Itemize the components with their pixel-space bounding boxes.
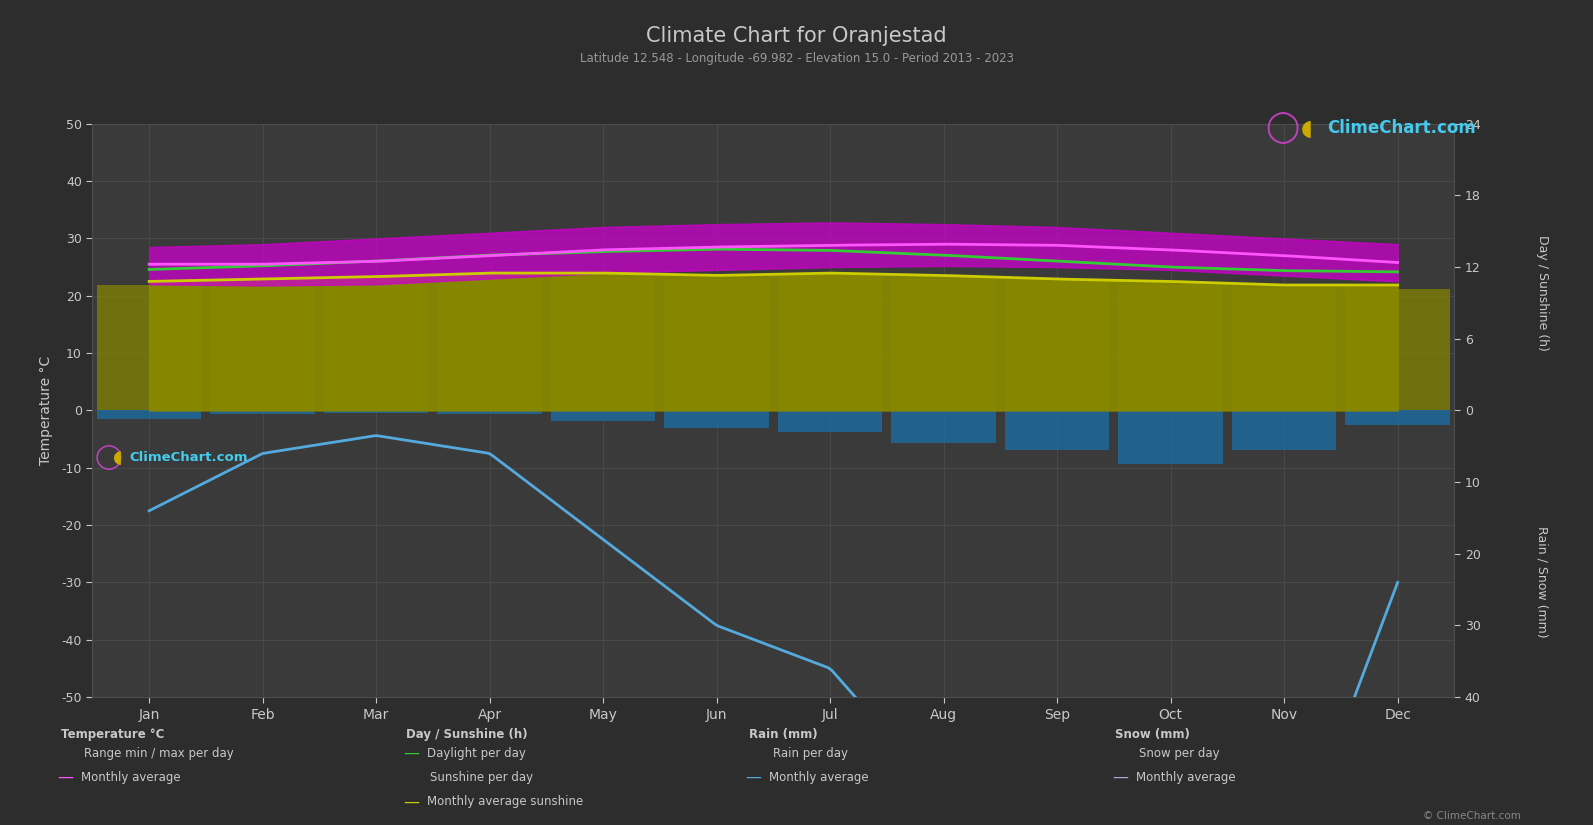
Bar	[1005, 281, 1109, 411]
Bar	[664, 411, 769, 428]
Bar	[438, 276, 542, 411]
Text: Day / Sunshine (h): Day / Sunshine (h)	[406, 728, 527, 741]
Text: —: —	[403, 794, 419, 809]
Text: Snow per day: Snow per day	[1139, 747, 1220, 760]
Bar	[1346, 289, 1450, 411]
Text: Daylight per day: Daylight per day	[427, 747, 526, 760]
Bar	[323, 411, 429, 412]
Text: Climate Chart for Oranjestad: Climate Chart for Oranjestad	[647, 26, 946, 46]
Text: Rain per day: Rain per day	[773, 747, 847, 760]
Text: Latitude 12.548 - Longitude -69.982 - Elevation 15.0 - Period 2013 - 2023: Latitude 12.548 - Longitude -69.982 - El…	[580, 52, 1013, 65]
Text: —: —	[403, 746, 419, 761]
Bar	[551, 276, 655, 411]
Bar	[1346, 411, 1450, 425]
Bar	[664, 279, 769, 411]
Bar	[210, 411, 315, 414]
Text: Rain (mm): Rain (mm)	[749, 728, 817, 741]
Text: Sunshine per day: Sunshine per day	[430, 771, 534, 784]
Bar	[1231, 289, 1337, 411]
Text: Rain / Snow (mm): Rain / Snow (mm)	[1536, 526, 1548, 638]
Text: ◯: ◯	[94, 446, 123, 470]
Y-axis label: Temperature °C: Temperature °C	[40, 356, 53, 465]
Text: ClimeChart.com: ClimeChart.com	[129, 451, 247, 464]
Text: Temperature °C: Temperature °C	[61, 728, 164, 741]
Text: © ClimeChart.com: © ClimeChart.com	[1424, 811, 1521, 821]
Text: ClimeChart.com: ClimeChart.com	[1327, 119, 1475, 137]
Text: ◖: ◖	[1300, 118, 1313, 138]
Text: Snow (mm): Snow (mm)	[1115, 728, 1190, 741]
Text: ◖: ◖	[113, 449, 123, 467]
Text: Monthly average sunshine: Monthly average sunshine	[427, 795, 583, 808]
Bar	[97, 285, 201, 411]
Bar	[1005, 411, 1109, 450]
Bar	[892, 411, 996, 443]
Text: Day / Sunshine (h): Day / Sunshine (h)	[1536, 235, 1548, 351]
Bar	[551, 411, 655, 422]
Text: Monthly average: Monthly average	[81, 771, 182, 784]
Bar	[323, 279, 429, 411]
Bar	[1118, 411, 1223, 464]
Text: Range min / max per day: Range min / max per day	[84, 747, 234, 760]
Bar	[438, 411, 542, 414]
Bar	[1231, 411, 1337, 450]
Text: —: —	[1112, 770, 1128, 785]
Bar	[777, 276, 883, 411]
Text: Monthly average: Monthly average	[1136, 771, 1236, 784]
Bar	[1118, 285, 1223, 411]
Text: —: —	[746, 770, 761, 785]
Bar	[210, 281, 315, 411]
Bar	[97, 411, 201, 419]
Bar	[892, 279, 996, 411]
Text: —: —	[57, 770, 73, 785]
Bar	[777, 411, 883, 432]
Text: ◯: ◯	[1265, 112, 1300, 144]
Text: Monthly average: Monthly average	[769, 771, 870, 784]
